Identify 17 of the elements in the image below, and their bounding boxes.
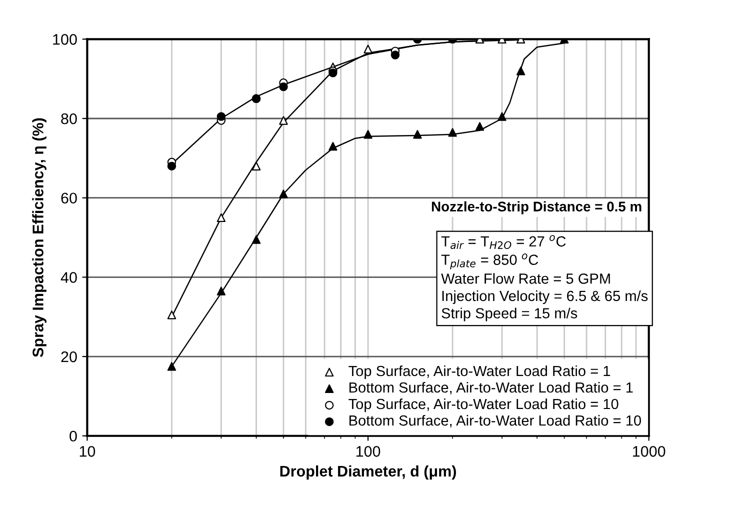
y-axis-title: Spray Impaction Efficiency, η (%): [32, 118, 46, 358]
legend-label: Top Surface, Air-to-Water Load Ratio = 1: [348, 365, 610, 380]
legend-label: Bottom Surface, Air-to-Water Load Ratio = 10: [349, 414, 641, 428]
y-tick-label: 60: [61, 192, 77, 204]
x-tick-label: 1000: [633, 446, 666, 457]
legend-label: Top Surface, Air-to-Water Load Ratio = 10: [348, 398, 618, 412]
text: T$_{air}$ = T$_{H2O}$ = 27 $^{o}$C T$_{plate}$ = 850 $^{o}$C Water Flow Rate = 5 GPM Injection Velocity = 6.5 & 65 m/s Strip Speed = 15 m/s: [441, 235, 648, 322]
x-axis-title: Droplet Diameter, d (μm): [280, 465, 456, 480]
y-tick-label: 100: [53, 34, 77, 45]
annotation: Nozzle-to-Strip Distance = 0.5 m: [432, 201, 642, 214]
y-tick-label: 20: [61, 351, 77, 362]
y-tick-label: 80: [61, 113, 77, 124]
y-tick-label: 0: [70, 430, 77, 442]
y-tick-label: 40: [60, 272, 77, 283]
legend-label: Bottom Surface, Air-to-Water Load Ratio = 1: [349, 382, 633, 394]
x-tick-label: 10: [80, 446, 96, 457]
x-tick-label: 100: [356, 446, 380, 457]
